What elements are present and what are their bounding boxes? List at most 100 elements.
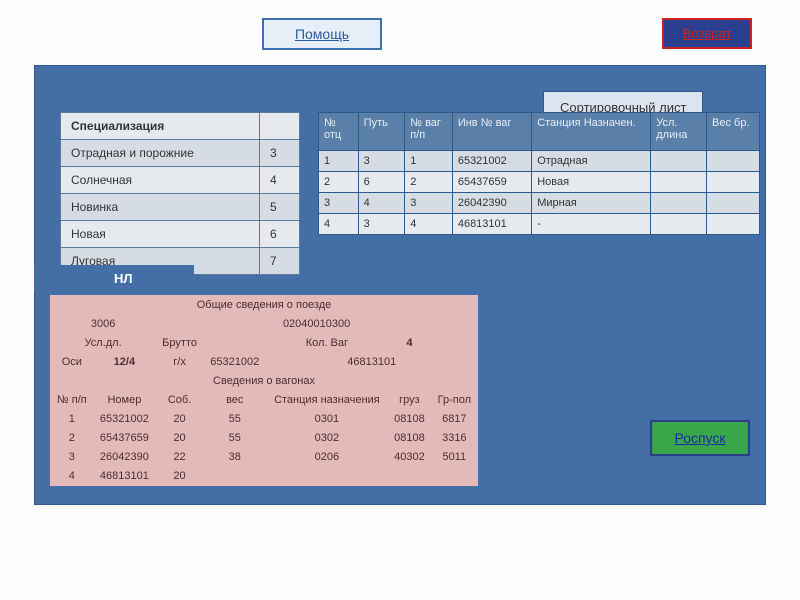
wag-cell: 26042390 — [93, 448, 156, 467]
return-button[interactable]: Возврат — [662, 18, 752, 49]
wag-col-header: Гр-пол — [431, 391, 477, 410]
sort-col-header: Инв № ваг — [452, 113, 531, 151]
wag-cell: 2 — [51, 429, 94, 448]
info-cell: 3006 — [51, 315, 156, 334]
sort-cell: Отрадная — [532, 151, 651, 172]
wag-cell: 22 — [156, 448, 204, 467]
train-info-table: Общие сведения о поезде 3006 02040010300… — [50, 295, 478, 486]
wag-cell: 5011 — [431, 448, 477, 467]
sort-cell: 65437659 — [452, 172, 531, 193]
sort-cell: 26042390 — [452, 193, 531, 214]
sort-cell — [651, 193, 707, 214]
wag-cell — [431, 467, 477, 486]
wag-cell: 0206 — [266, 448, 388, 467]
sort-cell: 4 — [405, 214, 453, 235]
wag-cell — [388, 467, 431, 486]
wag-cell: 3316 — [431, 429, 477, 448]
sort-cell — [651, 151, 707, 172]
help-button[interactable]: Помощь — [262, 18, 382, 50]
sort-col-header: Вес бр. — [707, 113, 760, 151]
spec-row-name: Солнечная — [61, 167, 260, 194]
info-title1: Общие сведения о поезде — [51, 296, 478, 315]
wag-col-header: Соб. — [156, 391, 204, 410]
sort-col-header: Станция Назначен. — [532, 113, 651, 151]
sort-cell — [707, 193, 760, 214]
wag-cell: 40302 — [388, 448, 431, 467]
sort-col-header: Путь — [358, 113, 405, 151]
nl-label: НЛ — [34, 265, 194, 292]
sort-col-header: № отц — [319, 113, 359, 151]
spec-row-num: 7 — [260, 248, 300, 275]
spec-row-name: Новинка — [61, 194, 260, 221]
sort-cell: 4 — [358, 193, 405, 214]
sort-cell: 3 — [319, 193, 359, 214]
wag-cell: 08108 — [388, 410, 431, 429]
sort-cell: 65321002 — [452, 151, 531, 172]
sort-cell — [651, 214, 707, 235]
sort-cell: 3 — [358, 214, 405, 235]
wag-cell: 65321002 — [93, 410, 156, 429]
wag-cell: 4 — [51, 467, 94, 486]
wag-cell: 55 — [203, 429, 266, 448]
sort-cell: 2 — [319, 172, 359, 193]
info-cell — [203, 334, 266, 353]
wag-cell: 20 — [156, 429, 204, 448]
wag-cell: 38 — [203, 448, 266, 467]
info-cell: г/х — [156, 353, 204, 372]
wag-col-header: № п/п — [51, 391, 94, 410]
spec-table: Специализация Отрадная и порожние3Солнеч… — [60, 112, 300, 275]
sort-col-header: № ваг п/п — [405, 113, 453, 151]
sort-cell: 46813101 — [452, 214, 531, 235]
wag-cell: 0301 — [266, 410, 388, 429]
info-cell: Брутто — [156, 334, 204, 353]
spec-row-name: Новая — [61, 221, 260, 248]
sort-cell: 3 — [405, 193, 453, 214]
wag-cell: 0302 — [266, 429, 388, 448]
sort-cell: 2 — [405, 172, 453, 193]
sort-cell: 4 — [319, 214, 359, 235]
wag-cell: 1 — [51, 410, 94, 429]
info-cell: 65321002 — [203, 353, 266, 372]
sort-table: № отцПуть№ ваг п/пИнв № вагСтанция Назна… — [318, 112, 760, 235]
wag-cell: 20 — [156, 467, 204, 486]
wag-cell: 65437659 — [93, 429, 156, 448]
info-cell: 4 — [388, 334, 431, 353]
sort-col-header: Усл. длина — [651, 113, 707, 151]
wag-cell: 3 — [51, 448, 94, 467]
wag-cell: 20 — [156, 410, 204, 429]
info-cell: Кол. Ваг — [266, 334, 388, 353]
wag-cell: 46813101 — [93, 467, 156, 486]
sort-cell: Новая — [532, 172, 651, 193]
wag-cell: 08108 — [388, 429, 431, 448]
sort-cell: 1 — [405, 151, 453, 172]
wag-col-header: Станция назначения — [266, 391, 388, 410]
spec-row-name: Отрадная и порожние — [61, 140, 260, 167]
wag-cell — [203, 467, 266, 486]
sort-cell: 3 — [358, 151, 405, 172]
spec-header: Специализация — [61, 113, 260, 140]
info-cell: 12/4 — [93, 353, 156, 372]
wag-col-header: Номер — [93, 391, 156, 410]
wag-cell — [266, 467, 388, 486]
sort-cell — [707, 172, 760, 193]
sort-cell — [707, 151, 760, 172]
rospusk-button[interactable]: Роспуск — [650, 420, 750, 456]
wag-col-header: вес — [203, 391, 266, 410]
info-cell: Оси — [51, 353, 94, 372]
spec-row-num: 3 — [260, 140, 300, 167]
info-cell: 46813101 — [266, 353, 477, 372]
wag-cell: 6817 — [431, 410, 477, 429]
spec-row-num: 4 — [260, 167, 300, 194]
wag-cell: 55 — [203, 410, 266, 429]
info-cell: 02040010300 — [156, 315, 478, 334]
wag-col-header: груз — [388, 391, 431, 410]
sort-cell: Мирная — [532, 193, 651, 214]
sort-cell — [651, 172, 707, 193]
sort-cell: - — [532, 214, 651, 235]
info-title2: Сведения о вагонах — [51, 372, 478, 391]
spec-row-num: 6 — [260, 221, 300, 248]
info-cell: Усл.дл. — [51, 334, 156, 353]
sort-cell: 6 — [358, 172, 405, 193]
sort-cell — [707, 214, 760, 235]
sort-cell: 1 — [319, 151, 359, 172]
